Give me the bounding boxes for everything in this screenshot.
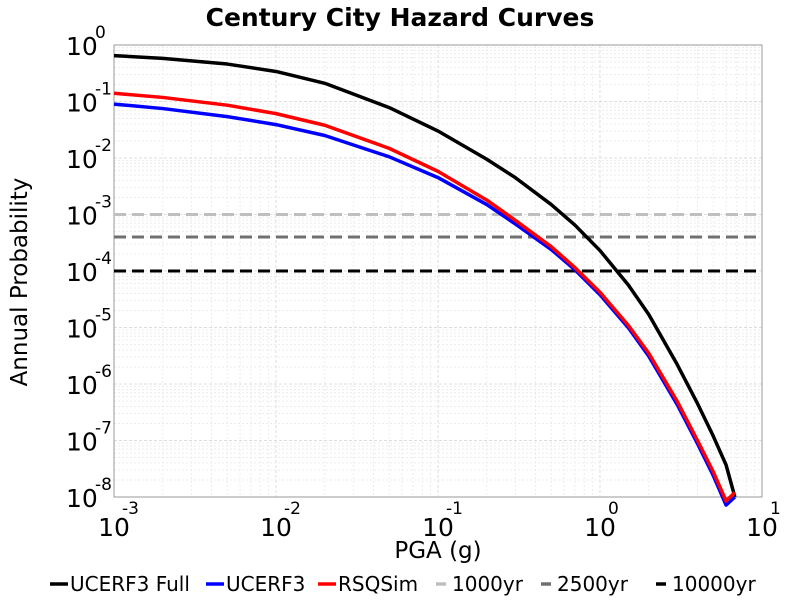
y-tick-exponent: 0	[95, 23, 106, 43]
y-tick-base: 10	[66, 371, 98, 400]
y-tick-base: 10	[66, 89, 98, 118]
x-tick-base: 10	[260, 513, 292, 542]
y-tick-exponent: -5	[95, 306, 112, 326]
y-tick-exponent: -1	[95, 80, 112, 100]
x-tick-base: 10	[422, 513, 454, 542]
y-tick-base: 10	[66, 484, 98, 513]
y-axis-label: Annual Probability	[7, 178, 33, 387]
y-tick-base: 10	[66, 32, 98, 61]
x-tick-exponent: 1	[770, 499, 781, 519]
legend-item-ucerf3: UCERF3	[206, 572, 305, 596]
y-tick-label: 10-2	[66, 136, 112, 174]
y-tick-label: 10-6	[66, 362, 112, 400]
y-tick-label: 10-1	[66, 80, 112, 118]
y-tick-base: 10	[66, 428, 98, 457]
chart-title: Century City Hazard Curves	[206, 3, 595, 32]
x-tick-base: 10	[98, 513, 130, 542]
y-tick-label: 10-4	[66, 249, 112, 287]
legend-label: UCERF3 Full	[70, 572, 190, 596]
y-tick-exponent: -4	[95, 249, 112, 269]
x-axis-label: PGA (g)	[394, 538, 481, 564]
legend-label: 10000yr	[672, 572, 756, 596]
x-tick-base: 10	[746, 513, 778, 542]
y-tick-exponent: -2	[95, 136, 112, 156]
y-tick-exponent: -3	[95, 193, 112, 213]
x-tick-exponent: -1	[446, 499, 463, 519]
x-tick-exponent: 0	[608, 499, 619, 519]
x-tick-exponent: -2	[284, 499, 301, 519]
legend-item-2500yr: 2500yr	[541, 572, 629, 596]
legend-item-rsqsim: RSQSim	[318, 572, 418, 596]
y-tick-exponent: -8	[95, 475, 112, 495]
legend-label: 1000yr	[452, 572, 524, 596]
x-tick-base: 10	[584, 513, 616, 542]
y-tick-exponent: -6	[95, 362, 112, 382]
legend-label: UCERF3	[226, 572, 305, 596]
legend-item-ucerf3-full: UCERF3 Full	[50, 572, 190, 596]
series-lines	[113, 53, 762, 507]
y-tick-label: 10-7	[66, 419, 112, 457]
series-line-rsqsim	[113, 91, 737, 503]
x-tick-label: 10-3	[98, 499, 139, 542]
y-tick-base: 10	[66, 315, 98, 344]
x-tick-label: 10-1	[422, 499, 463, 542]
y-tick-label: 100	[66, 23, 106, 61]
legend-item-10000yr: 10000yr	[656, 572, 756, 596]
x-tick-exponent: -3	[122, 499, 139, 519]
y-tick-base: 10	[66, 258, 98, 287]
x-tick-label: 101	[746, 499, 781, 542]
x-tick-label: 10-2	[260, 499, 301, 542]
y-tick-exponent: -7	[95, 419, 112, 439]
y-tick-label: 10-5	[66, 306, 112, 344]
series-line-ucerf3-full	[113, 53, 737, 498]
y-tick-label: 10-3	[66, 193, 112, 231]
legend-label: RSQSim	[338, 572, 418, 596]
legend: UCERF3 Full UCERF3 RSQSim 1000yr 2500yr 10000…	[50, 572, 756, 596]
legend-item-1000yr: 1000yr	[436, 572, 524, 596]
y-tick-label: 10-8	[66, 475, 112, 513]
x-tick-label: 100	[584, 499, 619, 542]
y-tick-base: 10	[66, 202, 98, 231]
y-tick-base: 10	[66, 145, 98, 174]
legend-label: 2500yr	[557, 572, 629, 596]
